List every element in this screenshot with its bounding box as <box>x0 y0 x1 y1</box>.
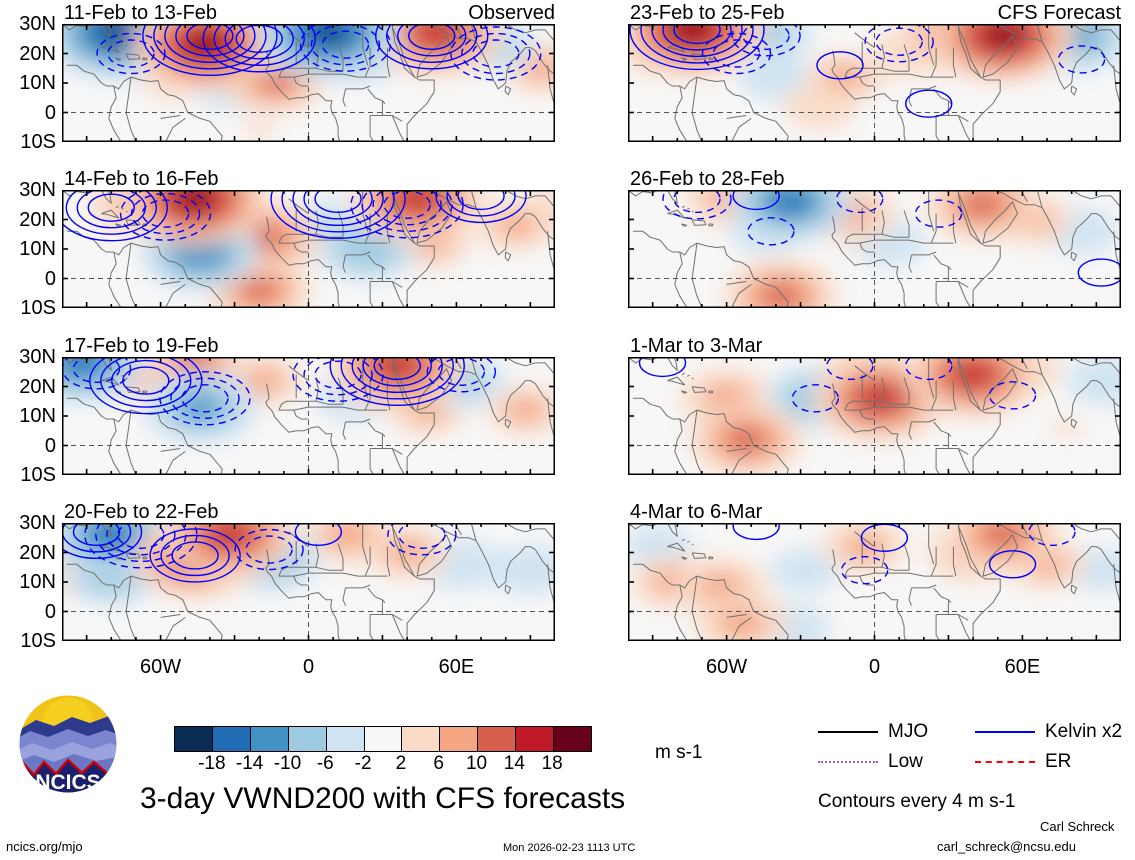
y-tick-label: 10N <box>19 72 56 94</box>
panel-title: 26-Feb to 28-Feb <box>630 168 785 190</box>
author-email: carl_schreck@ncsu.edu <box>937 839 1076 854</box>
y-tick-label: 10S <box>20 131 56 153</box>
colorbar-tick-label: -2 <box>354 753 372 774</box>
colorbar-segment <box>325 727 364 751</box>
y-tick-label: 20N <box>19 208 56 231</box>
colorbar-segment <box>439 727 478 751</box>
map-panel: 11-Feb to 13-Feb Observed <box>62 3 555 142</box>
legend-line-low <box>818 761 878 763</box>
colorbar-segment <box>211 727 250 751</box>
panel-title: 4-Mar to 6-Mar <box>630 501 763 523</box>
legend-line-er <box>975 761 1035 763</box>
colorbar-segment <box>477 727 516 751</box>
x-tick-label: 0 <box>302 656 315 678</box>
colorbar-tick-label: 10 <box>465 753 488 774</box>
y-tick-label: 10N <box>19 571 56 593</box>
y-tick-label: 20N <box>19 375 56 398</box>
x-tick-label: 0 <box>868 656 881 678</box>
map-panel: 4-Mar to 6-Mar <box>628 502 1121 641</box>
colorbar-segment <box>249 727 288 751</box>
panel-title: 14-Feb to 16-Feb <box>64 168 219 190</box>
colorbar-tick-label: -6 <box>316 753 334 774</box>
map-canvas <box>62 357 555 475</box>
map-canvas <box>62 24 555 142</box>
figure-title: 3-day VWND200 with CFS forecasts <box>140 782 626 815</box>
colorbar-segment <box>363 727 402 751</box>
map-panel: 26-Feb to 28-Feb <box>628 169 1121 308</box>
panel-title: 23-Feb to 25-Feb <box>630 2 785 24</box>
column-header-forecast: CFS Forecast <box>997 2 1121 24</box>
colorbar-segment <box>515 727 554 751</box>
legend-label: Kelvin x2 <box>1045 721 1123 742</box>
map-canvas <box>62 190 555 308</box>
colorbar-segment <box>287 727 326 751</box>
panel-title: 11-Feb to 13-Feb <box>64 2 218 24</box>
x-tick-label: 60W <box>706 656 748 678</box>
legend-line-kelvin-x2 <box>975 731 1035 733</box>
map-panel: 23-Feb to 25-Feb CFS Forecast <box>628 3 1121 142</box>
y-tick-label: 10S <box>20 630 56 652</box>
panel-title: 20-Feb to 22-Feb <box>64 501 219 523</box>
panel-title: 1-Mar to 3-Mar <box>630 335 763 357</box>
timestamp: Mon 2026-02-23 1113 UTC <box>503 842 636 854</box>
y-tick-label: 10N <box>19 238 56 260</box>
x-tick-label: 60E <box>438 656 475 678</box>
map-canvas <box>628 357 1121 475</box>
colorbar-tick-label: -18 <box>198 753 226 774</box>
column-header-observed: Observed <box>468 2 555 24</box>
colorbar-segment <box>401 727 440 751</box>
author-name: Carl Schreck <box>1040 819 1115 834</box>
colorbar-strip <box>174 726 592 752</box>
y-tick-label: 0 <box>44 434 56 457</box>
ncics-logo-label: NCICS <box>35 771 100 794</box>
colorbar-units: m s-1 <box>655 742 703 763</box>
y-tick-label: 0 <box>44 600 56 623</box>
y-tick-label: 20N <box>19 541 56 564</box>
legend-label: MJO <box>888 721 929 742</box>
y-tick-label: 30N <box>19 512 56 534</box>
map-panel: 14-Feb to 16-Feb <box>62 169 555 308</box>
y-tick-label: 10S <box>20 464 56 486</box>
map-panel: 1-Mar to 3-Mar <box>628 336 1121 475</box>
map-canvas <box>62 523 555 641</box>
colorbar-tick-label: 14 <box>503 753 525 774</box>
colorbar-tick-label: -10 <box>273 753 302 774</box>
map-canvas <box>628 523 1121 641</box>
map-canvas <box>628 24 1121 142</box>
colorbar-tick-label: -14 <box>235 753 264 774</box>
colorbar-segment <box>553 727 591 751</box>
y-tick-label: 0 <box>44 267 56 290</box>
legend-label: ER <box>1045 751 1072 772</box>
colorbar-tick-label: 2 <box>395 753 407 774</box>
y-tick-label: 30N <box>19 346 56 368</box>
site-url: ncics.org/mjo <box>6 839 83 854</box>
x-tick-label: 60W <box>140 656 182 678</box>
contour-note: Contours every 4 m s-1 <box>818 791 1016 812</box>
legend-label: Low <box>888 751 923 772</box>
y-tick-label: 10S <box>20 297 56 319</box>
y-tick-label: 20N <box>19 42 56 65</box>
map-panel: 20-Feb to 22-Feb <box>62 502 555 641</box>
map-panel: 17-Feb to 19-Feb <box>62 336 555 475</box>
ncics-logo: NCICS <box>14 690 122 798</box>
legend-line-mjo <box>818 731 878 733</box>
colorbar-tick-label: 6 <box>433 753 444 774</box>
colorbar-tick-label: 18 <box>541 753 563 774</box>
y-tick-label: 30N <box>19 13 56 35</box>
y-tick-label: 30N <box>19 179 56 201</box>
map-canvas <box>628 190 1121 308</box>
ncics-logo-svg: NCICS <box>18 694 118 794</box>
colorbar-segment <box>175 727 212 751</box>
y-tick-label: 10N <box>19 405 56 427</box>
panel-title: 17-Feb to 19-Feb <box>64 335 219 357</box>
y-tick-label: 0 <box>44 101 56 124</box>
x-tick-label: 60E <box>1004 656 1041 678</box>
